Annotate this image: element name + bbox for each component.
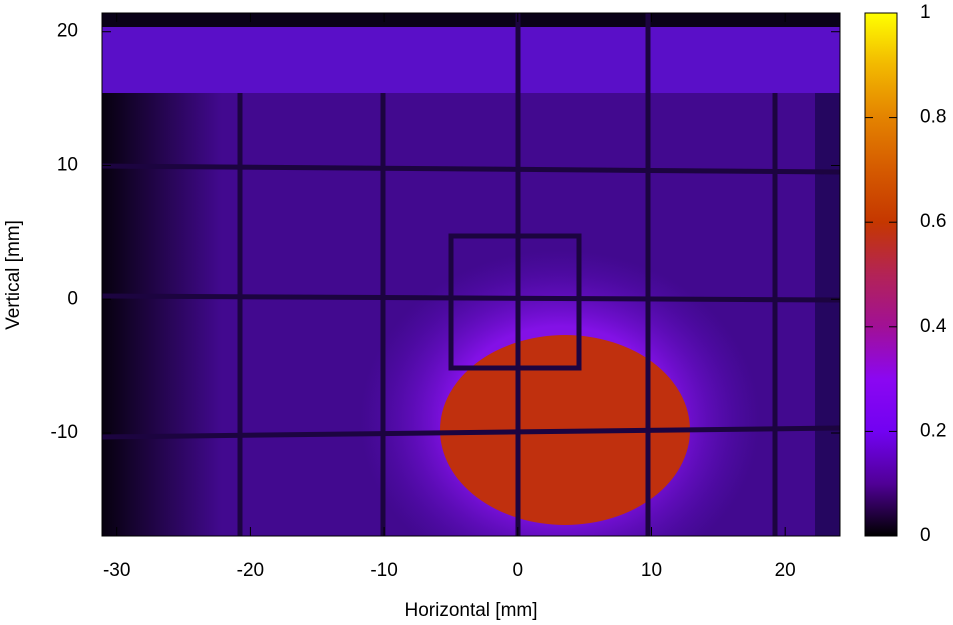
heatmap-grid-shadows <box>102 13 840 536</box>
colorbar-tick-label: 0.6 <box>920 211 946 232</box>
y-tick-label: -10 <box>51 422 78 443</box>
colorbar-tick-label: 0.8 <box>920 107 946 128</box>
y-tick-label: 0 <box>67 288 78 309</box>
y-axis-label: Vertical [mm] <box>3 220 24 330</box>
heatmap-right-shadow <box>815 93 840 536</box>
colorbar-tick-label: 0 <box>920 525 931 546</box>
x-tick-label: -30 <box>103 560 130 581</box>
x-tick-label: -10 <box>370 560 397 581</box>
x-axis-label: Horizontal [mm] <box>404 600 537 621</box>
x-tick-label: 20 <box>775 560 796 581</box>
heatmap-left-shadow <box>102 93 222 536</box>
plot-frame <box>101 12 841 537</box>
y-tick-label: 10 <box>57 155 78 176</box>
colorbar-tick-label: 0.2 <box>920 420 946 441</box>
heatmap-image <box>102 13 840 536</box>
x-tick-label: -20 <box>237 560 264 581</box>
x-tick-label: 0 <box>513 560 524 581</box>
heatmap-top-band <box>102 27 840 93</box>
colorbar-tick-label: 1 <box>920 2 931 23</box>
x-tick-label: 10 <box>641 560 662 581</box>
colorbar <box>864 12 898 537</box>
y-tick-label: 20 <box>57 21 78 42</box>
heatmap-top-edge <box>102 13 840 27</box>
colorbar-tick-label: 0.4 <box>920 316 947 337</box>
